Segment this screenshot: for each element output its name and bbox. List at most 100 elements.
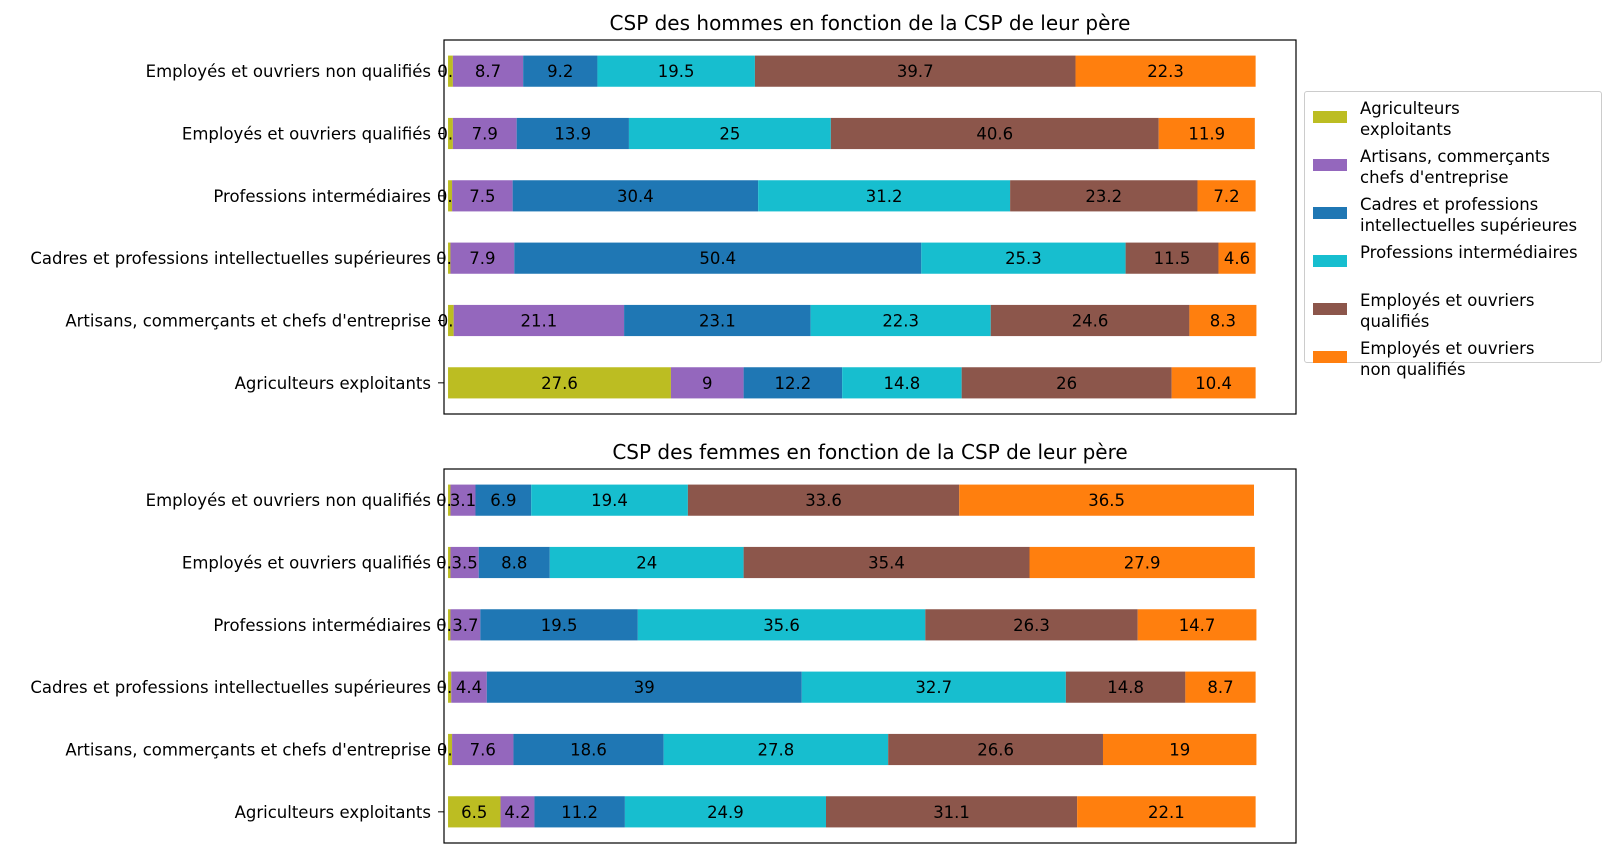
- women-bar-segment: [687, 484, 960, 516]
- women-y-tick-label: Artisans, commerçants et chefs d'entrepr…: [65, 741, 431, 760]
- women-bar-segment: [1102, 733, 1257, 766]
- men-bar-segment: [514, 242, 922, 274]
- men-bar-label: 24.6: [1072, 312, 1109, 331]
- men-bar-label: 23.1: [699, 312, 736, 331]
- men-bar-label: 9.2: [547, 62, 573, 81]
- women-bar-segment: [448, 733, 453, 766]
- men-bar-label: 40.6: [976, 125, 1013, 144]
- women-bar-label: 19.4: [591, 491, 628, 510]
- men-bar-label: 25: [719, 125, 740, 144]
- women-bar-label: 24: [636, 554, 657, 573]
- women-chart-title: CSP des femmes en fonction de la CSP de …: [612, 440, 1127, 464]
- women-bar-label: 4.4: [456, 678, 482, 697]
- men-bar-label: 22.3: [1147, 62, 1184, 81]
- women-bar-segment: [475, 484, 532, 516]
- men-bar-segment: [1197, 180, 1256, 212]
- women-bar-segment: [1137, 609, 1257, 641]
- women-bar-segment: [480, 609, 638, 641]
- men-bar-label: 10.4: [1195, 374, 1232, 393]
- men-bar-segment: [448, 55, 453, 87]
- men-bar-label: 8.7: [475, 62, 501, 81]
- men-bar-label: 21.1: [521, 312, 558, 331]
- legend-swatch: [1313, 111, 1347, 123]
- men-bar-label: 11.9: [1188, 125, 1225, 144]
- women-bar-segment: [452, 733, 514, 766]
- men-bar-segment: [512, 180, 759, 212]
- men-y-tick-label: Employés et ouvriers qualifiés: [182, 125, 431, 144]
- women-bar-label: 31.1: [933, 803, 970, 822]
- legend-label: Employés et ouvriers qualifiés: [1360, 291, 1535, 331]
- men-y-tick-label: Cadres et professions intellectuelles su…: [30, 249, 431, 268]
- men-bar-segment: [990, 304, 1190, 337]
- legend-label: Cadres et professions intellectuelles su…: [1360, 195, 1578, 235]
- men-bar-segment: [624, 304, 811, 337]
- legend-label: Employés et ouvriers non qualifiés: [1360, 339, 1535, 379]
- men-bar-segment: [448, 242, 451, 274]
- women-bar-segment: [959, 484, 1255, 516]
- legend-item: Professions intermédiaires: [1305, 240, 1601, 288]
- women-bar-label: 6.5: [461, 803, 487, 822]
- women-bar-segment: [448, 484, 451, 516]
- women-bar-segment: [888, 733, 1103, 766]
- men-bar-label: 27.6: [541, 374, 578, 393]
- women-bar-segment: [531, 484, 688, 516]
- men-bar-label: 11.5: [1154, 249, 1191, 268]
- men-bar-label: 31.2: [866, 187, 903, 206]
- women-bar-segment: [448, 546, 451, 579]
- men-bar-segment: [1218, 242, 1256, 274]
- women-bar-label: 8.8: [501, 554, 527, 573]
- women-axes-frame: [443, 468, 1297, 844]
- men-bar-segment: [452, 180, 513, 212]
- men-bar-segment: [448, 117, 453, 150]
- women-bar-label: 33.6: [805, 491, 842, 510]
- men-bar-segment: [754, 55, 1076, 87]
- women-bar-label: 19: [1169, 741, 1190, 760]
- men-bar-segment: [453, 304, 625, 337]
- men-bar-segment: [597, 55, 755, 87]
- women-bar-segment: [450, 609, 481, 641]
- men-bar-segment: [1158, 117, 1255, 150]
- men-axes-frame: [443, 39, 1297, 415]
- women-panel: CSP des femmes en fonction de la CSP de …: [30, 440, 1297, 844]
- men-y-tick-label: Artisans, commerçants et chefs d'entrepr…: [65, 312, 431, 331]
- men-bar-label: 25.3: [1005, 249, 1042, 268]
- men-bar-segment: [1010, 180, 1198, 212]
- men-bar-label: 7.5: [469, 187, 495, 206]
- women-bar-label: 7.6: [470, 741, 496, 760]
- men-bar-label: 19.5: [658, 62, 695, 81]
- men-bar-label: 12.2: [775, 374, 812, 393]
- women-bar-label: 36.5: [1088, 491, 1125, 510]
- women-bar-label: 26.6: [977, 741, 1014, 760]
- men-bar-segment: [1125, 242, 1219, 274]
- men-bar-label: 39.7: [897, 62, 934, 81]
- legend-swatch: [1313, 255, 1347, 267]
- women-bar-label: 3.1: [450, 491, 476, 510]
- men-bar-segment: [758, 180, 1011, 212]
- women-bar-label: 24.9: [707, 803, 744, 822]
- women-y-tick-label: Employés et ouvriers qualifiés: [182, 554, 431, 573]
- women-bar-label: 35.6: [763, 616, 800, 635]
- women-bar-segment: [450, 546, 479, 579]
- women-bar-segment: [448, 609, 451, 641]
- chart-legend: Agriculteurs exploitants Artisans, commer…: [1304, 91, 1602, 379]
- women-bar-segment: [637, 609, 926, 641]
- men-y-tick-label: Professions intermédiaires: [213, 187, 431, 206]
- men-bar-label: 30.4: [617, 187, 654, 206]
- men-bar-label: 7.9: [469, 249, 495, 268]
- women-bar-label: 11.2: [561, 803, 598, 822]
- women-bar-label: 6.9: [490, 491, 516, 510]
- men-bar-label: 7.9: [472, 125, 498, 144]
- women-y-tick-label: Employés et ouvriers non qualifiés: [146, 491, 431, 510]
- women-bar-segment: [450, 484, 476, 516]
- men-y-tick-label: Agriculteurs exploitants: [235, 374, 431, 393]
- legend-item: Agriculteurs exploitants: [1305, 96, 1601, 144]
- women-bar-segment: [801, 671, 1066, 703]
- men-bar-segment: [523, 55, 598, 87]
- men-bar-label: 13.9: [554, 125, 591, 144]
- women-bar-segment: [486, 671, 802, 703]
- legend-swatch: [1313, 303, 1347, 315]
- women-bar-label: 26.3: [1013, 616, 1050, 635]
- women-bar-segment: [1077, 796, 1256, 828]
- women-bar-segment: [1065, 671, 1186, 703]
- men-bar-segment: [628, 117, 831, 150]
